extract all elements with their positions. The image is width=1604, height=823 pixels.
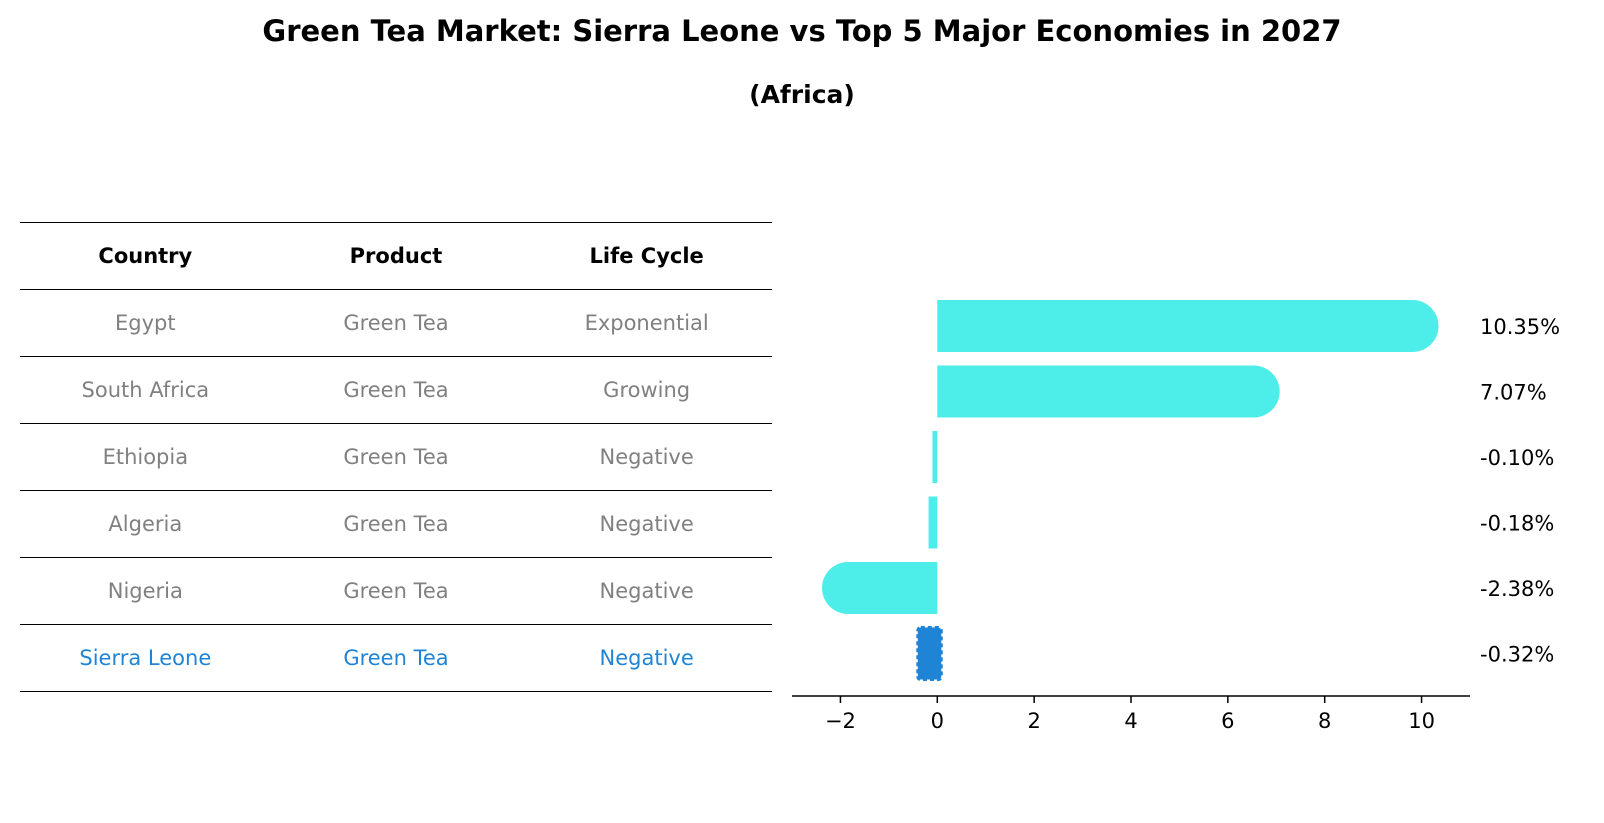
- bar: [937, 365, 1280, 418]
- cell-product: Green Tea: [270, 557, 522, 625]
- cell-life-cycle: Exponential: [521, 289, 772, 357]
- cell-product: Green Tea: [270, 423, 522, 491]
- table-row: South Africa Green Tea Growing: [20, 356, 772, 424]
- cell-country: Egypt: [20, 289, 271, 357]
- chart-subtitle: (Africa): [749, 80, 855, 109]
- cell-country: Algeria: [20, 490, 271, 558]
- bar: [932, 431, 938, 483]
- table-header-row: Country Product Life Cycle: [20, 222, 772, 290]
- cell-life-cycle: Negative: [521, 490, 772, 558]
- cell-country: Ethiopia: [20, 423, 271, 491]
- value-label: 7.07%: [1480, 381, 1547, 405]
- data-table: Country Product Life Cycle Egypt Green T…: [20, 222, 772, 692]
- table-row: Algeria Green Tea Negative: [20, 490, 772, 558]
- cell-life-cycle: Growing: [521, 356, 772, 424]
- table-row: Nigeria Green Tea Negative: [20, 557, 772, 625]
- bar: [928, 496, 938, 549]
- x-tick-label: 2: [1027, 709, 1040, 733]
- table-row: Ethiopia Green Tea Negative: [20, 423, 772, 491]
- cell-country: Sierra Leone: [20, 624, 271, 692]
- x-tick-label: 4: [1124, 709, 1137, 733]
- header-product: Product: [270, 222, 522, 290]
- x-tick-label: −2: [825, 709, 856, 733]
- chart-title: Green Tea Market: Sierra Leone vs Top 5 …: [262, 14, 1342, 48]
- value-label: -0.18%: [1480, 512, 1554, 536]
- cell-product: Green Tea: [270, 490, 522, 558]
- bar: [822, 562, 938, 614]
- table-row-highlighted: Sierra Leone Green Tea Negative: [20, 624, 772, 692]
- value-label: -2.38%: [1480, 577, 1554, 601]
- cell-life-cycle: Negative: [521, 624, 772, 692]
- header-life-cycle: Life Cycle: [521, 222, 772, 290]
- x-tick-label: 8: [1318, 709, 1331, 733]
- x-tick-label: 0: [931, 709, 944, 733]
- cell-life-cycle: Negative: [521, 423, 772, 491]
- bar: [937, 300, 1439, 352]
- cell-product: Green Tea: [270, 624, 522, 692]
- value-label: 10.35%: [1480, 315, 1560, 339]
- cell-country: South Africa: [20, 356, 271, 424]
- header-country: Country: [20, 222, 271, 290]
- cell-product: Green Tea: [270, 289, 522, 357]
- value-label: -0.32%: [1480, 643, 1554, 667]
- cell-country: Nigeria: [20, 557, 271, 625]
- x-tick-label: 10: [1408, 709, 1435, 733]
- cell-life-cycle: Negative: [521, 557, 772, 625]
- bar-highlighted: [916, 626, 943, 681]
- x-tick-label: 6: [1221, 709, 1234, 733]
- cell-product: Green Tea: [270, 356, 522, 424]
- table-row: Egypt Green Tea Exponential: [20, 289, 772, 357]
- value-label: -0.10%: [1480, 446, 1554, 470]
